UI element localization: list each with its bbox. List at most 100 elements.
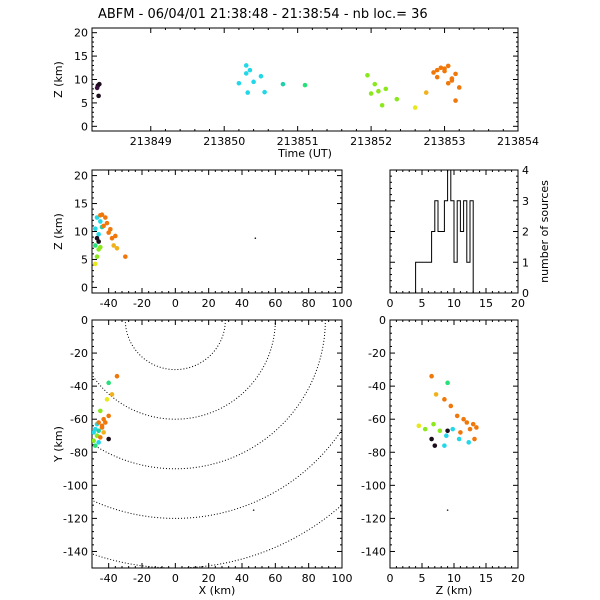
data-point (376, 88, 381, 94)
y-tick-label: -140 (361, 545, 386, 558)
data-point (453, 98, 458, 103)
data-point (94, 215, 100, 220)
data-point (383, 86, 389, 92)
data-point (247, 67, 253, 73)
data-point (111, 243, 116, 248)
data-point (109, 235, 115, 241)
data-point (101, 430, 106, 435)
x-tick-label: 40 (235, 297, 249, 310)
data-point (96, 420, 101, 425)
y-tick-label: -60 (368, 413, 386, 426)
x-tick-label: 213850 (203, 135, 245, 148)
x-tick-label: 15 (479, 572, 493, 585)
x-tick-label: 5 (419, 572, 426, 585)
data-point (98, 435, 103, 440)
y-tick-label: 0 (81, 281, 88, 294)
y-tick-label: 5 (81, 97, 88, 110)
data-point (258, 73, 264, 79)
data-point (368, 91, 374, 96)
data-point (431, 421, 436, 427)
x-tick-label: 10 (447, 297, 461, 310)
x-axis-label: Z (km) (436, 584, 473, 597)
y-tick-label: -40 (70, 380, 88, 393)
x-tick-label: 15 (479, 297, 493, 310)
x-tick-label: 60 (268, 572, 282, 585)
y-tick-label: 3 (522, 195, 529, 208)
y-tick-label: 0 (81, 314, 88, 327)
data-point (445, 380, 450, 386)
x-tick-label: 213852 (350, 135, 392, 148)
data-point (458, 430, 463, 435)
x-tick-label: -40 (100, 297, 118, 310)
range-circle (92, 320, 276, 420)
points (416, 373, 479, 511)
x-tick-label: 40 (235, 572, 249, 585)
range-circle (124, 320, 226, 371)
data-point (245, 90, 251, 95)
data-point (412, 105, 418, 110)
x-tick-label: 20 (202, 297, 216, 310)
x-axis-label: X (km) (199, 584, 236, 597)
data-point (280, 81, 286, 87)
panel-z-y: 0 5 10 15 20 -140 -120 -100 -80 -60 -40 -20 0 Z (km) (361, 314, 525, 597)
data-point (445, 80, 451, 86)
data-point (96, 428, 101, 434)
x-tick-label: -40 (100, 572, 118, 585)
x-tick-label: 80 (302, 297, 316, 310)
y-axis-label: number of sources (538, 180, 551, 283)
data-point (461, 416, 466, 422)
panel-time-z: 213849 213850 213851 213852 213853 213854 0 5 10… (52, 27, 539, 160)
data-point (456, 85, 462, 90)
data-point (437, 428, 443, 434)
data-point (302, 82, 308, 88)
data-point (104, 397, 110, 402)
y-tick-label: -100 (361, 479, 386, 492)
figure-title: ABFM - 06/04/01 21:38:48 - 21:38:54 - nb… (98, 7, 428, 22)
y-tick-label: 5 (81, 253, 88, 266)
y-tick-label: 0 (81, 120, 88, 133)
x-tick-label: 60 (268, 297, 282, 310)
data-point (243, 71, 249, 76)
data-point (106, 380, 111, 386)
x-tick-label: 0 (387, 297, 394, 310)
x-tick-label: 213851 (277, 135, 319, 148)
y-tick-label: -20 (368, 347, 386, 360)
data-point (96, 93, 101, 99)
data-point (422, 426, 428, 432)
panel-x-z: -40 -20 0 20 40 60 80 100 0 5 10 15 20 Z (km) (52, 169, 353, 310)
data-point (467, 426, 473, 432)
data-point (101, 223, 106, 229)
data-point (114, 373, 120, 379)
data-point (448, 403, 454, 409)
data-point (96, 239, 101, 244)
data-point (252, 509, 255, 511)
x-tick-label: 100 (332, 572, 353, 585)
data-point (365, 72, 370, 78)
data-point (416, 423, 422, 429)
data-point (472, 436, 477, 442)
data-point (99, 423, 105, 429)
y-tick-label: -80 (70, 446, 88, 459)
axes-frame (389, 319, 519, 569)
y-tick-label: 2 (522, 226, 529, 239)
data-point (449, 76, 455, 81)
x-tick-label: 213849 (130, 135, 172, 148)
y-tick-label: -120 (63, 512, 88, 525)
data-point (394, 96, 400, 102)
data-point (474, 425, 479, 430)
data-point (432, 443, 438, 448)
data-point (445, 428, 450, 434)
data-point (96, 440, 101, 445)
data-point (442, 68, 447, 74)
data-point (453, 71, 458, 77)
y-tick-label: 0 (379, 314, 386, 327)
points (92, 373, 255, 511)
x-tick-label: 10 (447, 572, 461, 585)
range-circle (92, 428, 342, 519)
data-point (243, 63, 249, 68)
data-point (98, 212, 103, 218)
points (94, 63, 462, 110)
y-axis-label: Z (km) (52, 61, 65, 98)
y-tick-label: -40 (368, 380, 386, 393)
